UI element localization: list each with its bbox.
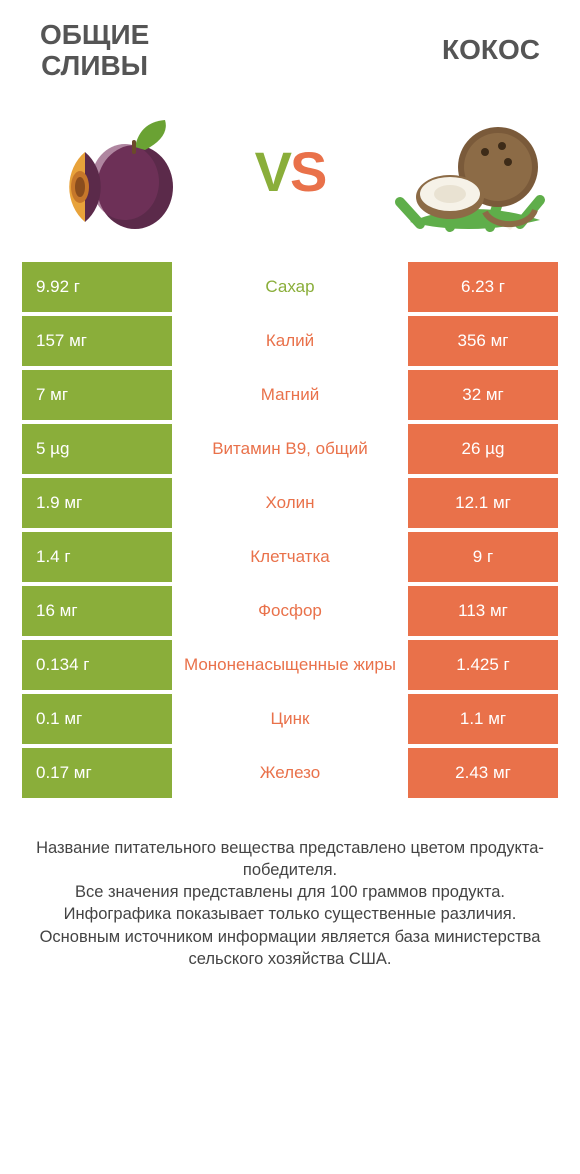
vs-letter-s: S	[290, 140, 325, 203]
right-product-title: КОКОС	[442, 35, 540, 66]
nutrient-label: Магний	[172, 370, 408, 420]
left-value: 16 мг	[22, 586, 172, 636]
right-value: 1.425 г	[408, 640, 558, 690]
table-row: 0.17 мгЖелезо2.43 мг	[22, 748, 558, 798]
footer-note: Название питательного вещества представл…	[0, 802, 580, 971]
plum-illustration	[30, 102, 190, 242]
nutrient-label: Железо	[172, 748, 408, 798]
footer-line: Все значения представлены для 100 граммо…	[30, 881, 550, 903]
left-value: 0.134 г	[22, 640, 172, 690]
right-value: 9 г	[408, 532, 558, 582]
right-value: 6.23 г	[408, 262, 558, 312]
right-value: 32 мг	[408, 370, 558, 420]
footer-line: Название питательного вещества представл…	[30, 837, 550, 882]
table-row: 16 мгФосфор113 мг	[22, 586, 558, 636]
left-value: 1.9 мг	[22, 478, 172, 528]
right-value: 356 мг	[408, 316, 558, 366]
table-row: 157 мгКалий356 мг	[22, 316, 558, 366]
left-value: 0.17 мг	[22, 748, 172, 798]
left-value: 0.1 мг	[22, 694, 172, 744]
left-value: 7 мг	[22, 370, 172, 420]
table-row: 7 мгМагний32 мг	[22, 370, 558, 420]
table-row: 0.1 мгЦинк1.1 мг	[22, 694, 558, 744]
comparison-table: 9.92 гСахар6.23 г157 мгКалий356 мг7 мгМа…	[0, 262, 580, 798]
right-value: 113 мг	[408, 586, 558, 636]
right-value: 26 µg	[408, 424, 558, 474]
vs-letter-v: V	[255, 140, 290, 203]
nutrient-label: Цинк	[172, 694, 408, 744]
footer-line: Основным источником информации является …	[30, 926, 550, 971]
hero-row: VS	[0, 92, 580, 262]
left-value: 5 µg	[22, 424, 172, 474]
left-value: 1.4 г	[22, 532, 172, 582]
left-product-title: ОБЩИЕ СЛИВЫ	[40, 20, 149, 82]
nutrient-label: Сахар	[172, 262, 408, 312]
right-value: 1.1 мг	[408, 694, 558, 744]
nutrient-label: Фосфор	[172, 586, 408, 636]
coconut-illustration	[390, 102, 550, 242]
table-row: 1.4 гКлетчатка9 г	[22, 532, 558, 582]
table-row: 0.134 гМононенасыщенные жиры1.425 г	[22, 640, 558, 690]
table-row: 9.92 гСахар6.23 г	[22, 262, 558, 312]
right-value: 2.43 мг	[408, 748, 558, 798]
left-value: 9.92 г	[22, 262, 172, 312]
nutrient-label: Холин	[172, 478, 408, 528]
nutrient-label: Клетчатка	[172, 532, 408, 582]
table-row: 1.9 мгХолин12.1 мг	[22, 478, 558, 528]
vs-label: VS	[255, 139, 326, 204]
right-value: 12.1 мг	[408, 478, 558, 528]
footer-line: Инфографика показывает только существенн…	[30, 903, 550, 925]
nutrient-label: Калий	[172, 316, 408, 366]
nutrient-label: Мононенасыщенные жиры	[172, 640, 408, 690]
nutrient-label: Витамин B9, общий	[172, 424, 408, 474]
table-row: 5 µgВитамин B9, общий26 µg	[22, 424, 558, 474]
left-value: 157 мг	[22, 316, 172, 366]
header: ОБЩИЕ СЛИВЫ КОКОС	[0, 0, 580, 92]
